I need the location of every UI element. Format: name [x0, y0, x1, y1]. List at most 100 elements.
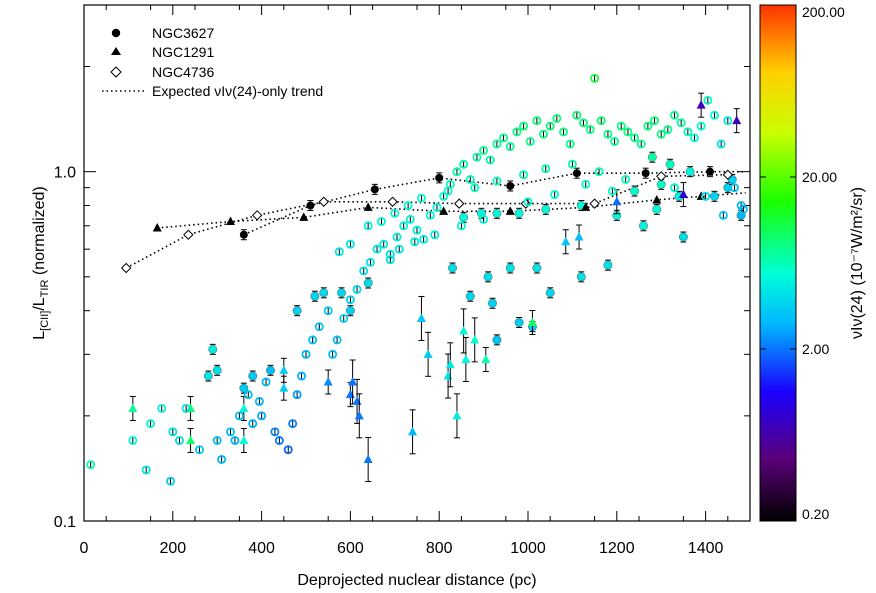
point-ngc1291 — [459, 325, 469, 335]
point-ngc3627 — [310, 291, 320, 301]
point-ngc4736 — [288, 419, 298, 429]
point-ngc4736 — [465, 174, 475, 184]
point-ngc4736 — [525, 137, 535, 147]
point-ngc4736 — [274, 435, 284, 445]
point-ngc4736 — [359, 266, 369, 276]
point-ngc3627 — [266, 365, 275, 375]
point-ngc3627 — [492, 335, 502, 345]
point-ngc4736 — [607, 186, 617, 196]
point-ngc1291 — [354, 410, 364, 420]
point-ngc4736 — [567, 159, 577, 169]
point-ngc3627 — [292, 306, 302, 316]
point-ngc4736 — [716, 139, 726, 149]
point-ngc4736 — [166, 476, 176, 486]
point-ngc4736 — [243, 390, 253, 400]
data-points — [86, 73, 748, 486]
point-ngc4736 — [541, 164, 551, 174]
point-ngc1291 — [279, 383, 289, 392]
point-ngc4736 — [650, 116, 660, 126]
point-ngc4736 — [146, 419, 156, 429]
point-ngc4736 — [181, 403, 191, 413]
point-ngc4736 — [452, 167, 462, 177]
point-ngc3627 — [630, 186, 639, 196]
x-tick-label: 800 — [426, 540, 453, 557]
point-ngc4736 — [297, 371, 307, 381]
point-ngc4736 — [318, 196, 329, 207]
point-ngc4736 — [590, 73, 600, 83]
point-ngc4736 — [363, 221, 373, 231]
point-ngc3627 — [248, 371, 258, 381]
point-ngc4736 — [323, 306, 333, 316]
point-ngc1291 — [445, 359, 455, 369]
point-ngc4736 — [234, 411, 244, 421]
point-ngc3627 — [514, 208, 524, 218]
point-ngc1291 — [574, 232, 584, 241]
point-ngc4736 — [174, 435, 184, 445]
point-ngc4736 — [419, 234, 429, 244]
point-ngc3627 — [492, 208, 502, 218]
point-ngc4736 — [425, 210, 435, 220]
point-ngc4736 — [283, 445, 293, 455]
point-ngc3627 — [306, 201, 315, 210]
point-ngc3627 — [532, 263, 542, 273]
point-ngc4736 — [519, 170, 529, 180]
point-ngc4736 — [157, 403, 167, 413]
point-ngc4736 — [387, 196, 398, 207]
point-ngc1291 — [581, 202, 591, 211]
point-ngc4736 — [610, 137, 620, 147]
point-ngc3627 — [685, 167, 695, 177]
point-ngc4736 — [270, 427, 280, 437]
point-ngc4736 — [128, 435, 138, 445]
point-ngc4736 — [385, 255, 395, 265]
point-ngc1291 — [128, 403, 138, 412]
point-ngc1291 — [696, 191, 706, 200]
colorbar: 0.20 2.00 20.00 200.00 νIν(24) (10⁻⁷W/m²/sr… — [759, 4, 866, 522]
point-ngc4736 — [723, 116, 733, 126]
point-ngc4736 — [709, 110, 719, 120]
point-ngc4736 — [120, 262, 132, 274]
point-ngc4736 — [579, 118, 589, 128]
point-ngc3627 — [639, 221, 648, 231]
point-ngc3627 — [647, 152, 657, 162]
point-ngc4736 — [585, 125, 595, 135]
point-ngc4736 — [470, 183, 480, 193]
point-ngc4736 — [372, 244, 382, 254]
point-ngc4736 — [703, 95, 713, 105]
point-ngc3627 — [723, 183, 733, 193]
point-ngc1291 — [239, 403, 249, 412]
colorbar-tick-label: 200.00 — [802, 4, 845, 20]
point-ngc4736 — [332, 335, 342, 345]
point-ngc1291 — [732, 115, 742, 125]
point-ngc1291 — [348, 376, 358, 386]
point-ngc4736 — [623, 127, 633, 137]
point-ngc3627 — [208, 344, 218, 354]
point-ngc1291 — [363, 454, 373, 463]
point-ngc4736 — [432, 202, 442, 212]
point-ngc4736 — [552, 113, 562, 123]
point-ngc3627 — [488, 298, 497, 308]
legend-marker-ngc3627 — [111, 28, 121, 38]
x-tick-label: 1200 — [599, 540, 635, 557]
point-ngc4736 — [603, 129, 613, 139]
point-ngc4736 — [690, 133, 700, 143]
point-ngc4736 — [505, 142, 515, 152]
point-ngc1291 — [279, 365, 289, 374]
plot-frame — [83, 4, 751, 522]
point-ngc4736 — [581, 179, 591, 189]
point-ngc4736 — [738, 204, 748, 214]
point-ngc4736 — [430, 230, 440, 240]
point-ngc3627 — [514, 318, 524, 327]
point-ngc3627 — [541, 204, 551, 214]
point-ngc1291 — [239, 435, 249, 444]
point-ngc4736 — [643, 121, 653, 131]
point-ngc1291 — [186, 435, 196, 444]
point-ngc1291 — [527, 317, 537, 327]
point-ngc4736 — [630, 133, 640, 143]
point-ngc4736 — [683, 127, 693, 137]
point-ngc1291 — [561, 236, 571, 246]
point-ngc4736 — [403, 201, 413, 211]
point-ngc3627 — [576, 272, 586, 282]
point-ngc4736 — [656, 129, 666, 139]
point-ngc4736 — [696, 121, 706, 131]
colorbar-tick-label: 2.00 — [802, 341, 829, 357]
